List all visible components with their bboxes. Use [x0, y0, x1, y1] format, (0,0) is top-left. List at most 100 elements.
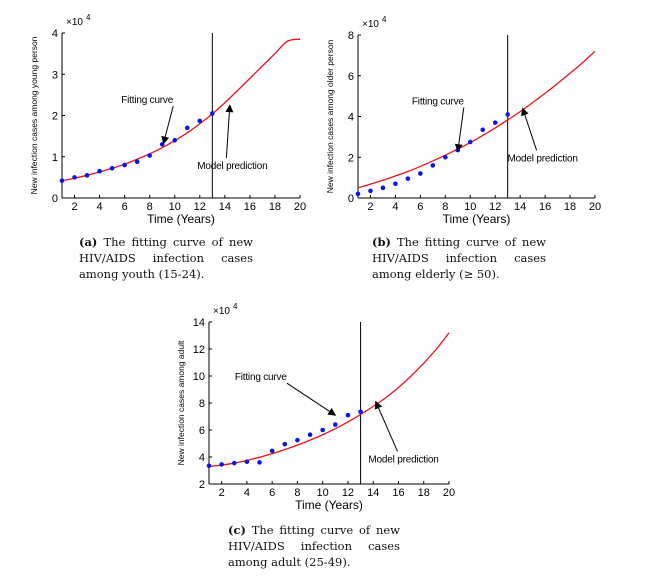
x-tick-label-b: 10	[464, 201, 476, 213]
data-point-c	[231, 460, 237, 466]
x-tick-label-a: 6	[122, 201, 128, 213]
annotation-arrow-c-0	[286, 382, 337, 416]
chart-panel-b: 2 4 6 8 10 12 14 16 18 20 0 2 4 6 8 ×10 4 Time (Years) New…	[325, 15, 601, 281]
data-point-b	[405, 176, 411, 181]
x-tick-label-c: 18	[418, 487, 430, 499]
x-tick-label-a: 14	[219, 201, 231, 213]
y-tick-label-c: 6	[199, 425, 205, 437]
x-tick-label-c: 10	[317, 487, 329, 499]
data-point-a	[109, 166, 115, 171]
y-tick-label-c: 14	[193, 317, 205, 329]
y-tick-label-b: 2	[348, 152, 354, 164]
data-point-a	[172, 137, 178, 143]
x-tick-label-a: 18	[269, 201, 281, 213]
annotation-text-c-0: Fitting curve	[235, 372, 288, 383]
caption-b-line-1: The fitting curve of new	[396, 235, 547, 249]
y-tick-label-b: 0	[348, 193, 354, 205]
y-exponent-b: 4	[382, 15, 387, 24]
x-tick-label-c: 14	[367, 487, 379, 499]
y-axis-label-c: New infection cases among adult	[176, 340, 186, 465]
y-multiplier-a: ×10	[66, 17, 83, 28]
caption-b-line-3: among elderly (≥ 50).	[372, 267, 500, 281]
x-tick-label-c: 20	[443, 487, 455, 499]
x-tick-label-c: 2	[219, 487, 225, 499]
x-tick-label-b: 20	[589, 201, 601, 213]
data-point-a	[84, 173, 90, 178]
caption-c: (c) The fitting curve of new HIV/AIDS in…	[228, 522, 400, 570]
y-exponent-c: 4	[233, 302, 238, 311]
y-tick-label-b: 6	[348, 71, 354, 83]
caption-c-line-1: The fitting curve of new	[251, 523, 400, 537]
data-point-b	[443, 154, 448, 160]
y-tick-label-b: 4	[348, 112, 354, 124]
x-tick-label-b: 18	[564, 201, 576, 213]
x-tick-label-b: 8	[442, 201, 448, 213]
x-tick-label-c: 6	[269, 487, 275, 499]
data-point-b	[380, 185, 386, 191]
x-tick-label-a: 20	[294, 201, 306, 213]
data-point-a	[59, 178, 65, 183]
y-tick-label-a: 4	[52, 28, 58, 40]
y-axis-label-b: New infection cases among older person	[325, 39, 335, 193]
data-point-c	[358, 409, 363, 415]
x-tick-label-b: 6	[417, 201, 423, 213]
caption-c-line-2: HIV/AIDS infection cases	[228, 539, 400, 553]
data-point-c	[257, 460, 262, 465]
data-point-b	[492, 120, 498, 125]
data-point-b	[418, 171, 423, 176]
y-exponent-a: 4	[86, 13, 91, 22]
caption-b-line-2: HIV/AIDS infection cases	[372, 251, 546, 265]
annotation-text-a-1: Model prediction	[197, 161, 267, 172]
x-tick-label-a: 2	[71, 201, 77, 213]
data-point-a	[197, 118, 203, 124]
x-tick-label-c: 12	[342, 487, 354, 499]
x-axis-label-a: Time (Years)	[147, 212, 215, 226]
data-point-b	[393, 181, 398, 187]
x-tick-label-c: 4	[244, 487, 250, 499]
fit-curve-b	[357, 50, 596, 189]
data-point-b	[355, 191, 361, 197]
data-point-b	[430, 163, 436, 168]
x-tick-label-a: 10	[169, 201, 181, 213]
y-axis-label-a: New infection cases among young person	[29, 36, 39, 194]
caption-a-line-3: among youth (15-24).	[79, 267, 205, 281]
y-tick-label-c: 8	[199, 398, 205, 410]
x-tick-label-c: 16	[392, 487, 404, 499]
data-point-a	[147, 153, 152, 158]
annotation-arrow-b-1	[521, 107, 538, 151]
data-point-c	[333, 422, 338, 427]
caption-a-label: (a)	[79, 235, 98, 249]
x-tick-label-b: 14	[514, 201, 526, 213]
data-point-a	[210, 111, 215, 116]
annotation-arrow-c-1	[374, 400, 398, 452]
y-multiplier-c: ×10	[213, 306, 230, 317]
caption-a: (a) The fitting curve of new HIV/AIDS in…	[79, 234, 253, 282]
x-tick-label-b: 12	[489, 201, 501, 213]
annotation-arrow-a-1	[225, 104, 234, 159]
annotation-arrow-a-0	[161, 105, 174, 145]
data-point-a	[134, 159, 140, 164]
chart-panel-a: 2 4 6 8 10 12 14 16 18 20 0 1 2 3 4 ×10 4 Time (Years) New…	[0, 0, 320, 290]
caption-c-line-3: among adult (25-49).	[228, 555, 351, 569]
x-axis-label-b: Time (Years)	[443, 212, 511, 226]
y-tick-label-a: 2	[52, 111, 58, 123]
annotation-text-a-0: Fitting curve	[121, 95, 174, 106]
x-axis-label-c: Time (Years)	[295, 498, 363, 512]
x-tick-label-a: 16	[244, 201, 256, 213]
caption-c-label: (c)	[228, 523, 246, 537]
data-point-b	[505, 112, 510, 117]
annotation-arrow-b-0	[454, 107, 465, 153]
y-tick-label-a: 1	[52, 152, 58, 164]
data-point-a	[72, 175, 77, 180]
data-point-c	[307, 432, 313, 438]
x-tick-label-b: 2	[367, 201, 373, 213]
caption-a-line-1: The fitting curve of new	[103, 235, 253, 249]
x-tick-label-c: 8	[294, 487, 300, 499]
annotation-text-c-1: Model prediction	[368, 454, 438, 465]
y-tick-label-a: 0	[52, 193, 58, 205]
annotation-text-b-0: Fitting curve	[412, 96, 465, 107]
